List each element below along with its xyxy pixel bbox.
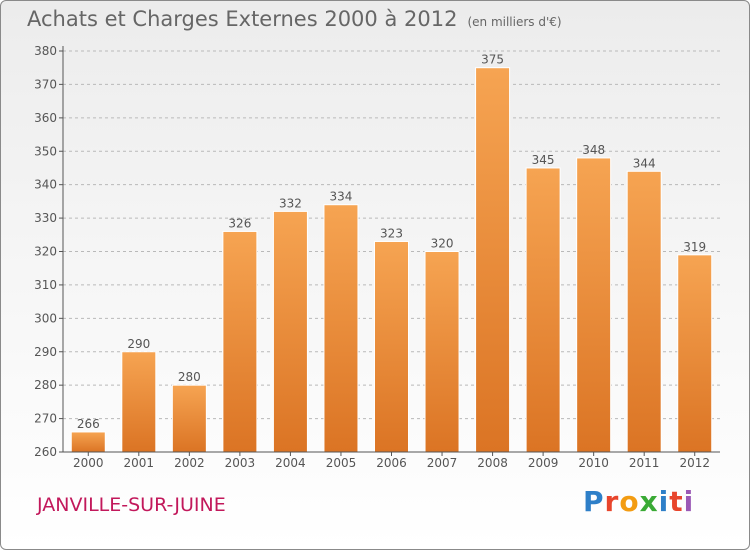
- y-tick-label: 290: [34, 345, 57, 359]
- data-label: 326: [228, 216, 251, 230]
- data-label: 375: [481, 53, 504, 67]
- x-tick-label: 2001: [124, 456, 155, 470]
- logo-letter: P: [583, 485, 605, 518]
- bar-2011: [626, 170, 662, 453]
- x-tick-label: 2000: [73, 456, 104, 470]
- bar-2008: [475, 67, 511, 453]
- y-tick-label: 350: [34, 144, 57, 158]
- y-tick-label: 300: [34, 311, 57, 325]
- x-tick-label: 2010: [578, 456, 609, 470]
- proxiti-logo: Proxiti: [583, 485, 694, 518]
- bar-2009: [525, 167, 561, 453]
- data-label: 344: [633, 156, 656, 170]
- data-label: 290: [127, 337, 150, 351]
- bar-2006: [374, 240, 409, 453]
- x-tick-label: 2011: [629, 456, 660, 470]
- y-tick-label: 310: [34, 278, 57, 292]
- data-label: 332: [279, 196, 302, 210]
- y-tick-label: 340: [34, 178, 57, 192]
- bar-2012: [677, 254, 713, 453]
- y-tick-label: 260: [34, 445, 57, 459]
- chart-title: Achats et Charges Externes 2000 à 2012: [27, 7, 458, 31]
- bar-2001: [121, 351, 157, 453]
- y-tick-label: 380: [34, 44, 57, 58]
- y-tick-label: 280: [34, 378, 57, 392]
- bar-2004: [272, 210, 308, 453]
- x-tick-label: 2006: [376, 456, 407, 470]
- axes: [62, 46, 720, 453]
- data-label: 334: [330, 190, 353, 204]
- y-tick-label: 270: [34, 412, 57, 426]
- title-row: Achats et Charges Externes 2000 à 2012 (e…: [27, 7, 562, 31]
- x-tick-label: 2003: [225, 456, 256, 470]
- x-tick-label: 2005: [326, 456, 357, 470]
- y-tick-label: 330: [34, 211, 57, 225]
- x-tick-label: 2004: [275, 456, 306, 470]
- bar-2002: [171, 384, 207, 453]
- y-tick-label: 370: [34, 77, 57, 91]
- logo-letter: r: [604, 485, 620, 518]
- data-label: 348: [582, 143, 605, 157]
- logo-letter: t: [669, 485, 684, 518]
- y-tick-label: 320: [34, 245, 57, 259]
- data-label: 319: [683, 240, 706, 254]
- x-tick-label: 2002: [174, 456, 205, 470]
- bar-2010: [576, 157, 612, 453]
- bar-2003: [222, 230, 258, 453]
- bar-2007: [424, 251, 460, 453]
- x-tick-label: 2009: [528, 456, 559, 470]
- unit-note: (en milliers d'€): [467, 15, 562, 29]
- x-tick-label: 2007: [427, 456, 458, 470]
- logo-letter: i: [683, 485, 695, 518]
- x-tick-label: 2012: [679, 456, 710, 470]
- logo-letter: i: [658, 485, 670, 518]
- data-label: 266: [77, 417, 100, 431]
- bar-2000: [70, 431, 106, 453]
- logo-letter: o: [619, 485, 640, 518]
- x-tick-label: 2008: [477, 456, 508, 470]
- data-labels: 266 290 280 326 332 334 323 320 375 345 348 344 319: [77, 53, 706, 431]
- data-label: 323: [380, 226, 403, 240]
- data-label: 320: [431, 237, 454, 251]
- commune-name: JANVILLE-SUR-JUINE: [37, 494, 226, 516]
- bars: [70, 67, 713, 453]
- data-label: 345: [532, 153, 555, 167]
- x-tick-labels: 2000 2001 2002 2003 2004 2005 2006 2007 2008 2009…: [73, 452, 710, 470]
- data-label: 280: [178, 370, 201, 384]
- y-tick-labels: 260 270 280 290 300 310 320 330 340 350 360 370 380: [34, 44, 57, 459]
- y-tick-label: 360: [34, 111, 57, 125]
- bar-2005: [323, 204, 359, 453]
- logo-letter: x: [639, 485, 659, 518]
